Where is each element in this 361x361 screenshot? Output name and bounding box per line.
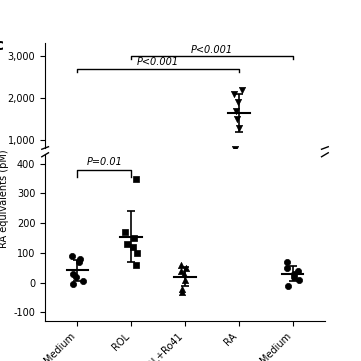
Point	[179, 180, 185, 186]
Text: RA equivalents (pM): RA equivalents (pM)	[0, 149, 9, 248]
Point	[70, 180, 76, 186]
Point	[291, 271, 297, 277]
Point	[73, 179, 79, 184]
Point	[181, 178, 187, 184]
Point	[182, 179, 188, 185]
Text: P<0.001: P<0.001	[137, 57, 179, 68]
Point	[78, 176, 83, 182]
Point	[122, 173, 128, 178]
Point	[179, 181, 185, 187]
Point	[122, 229, 128, 235]
Point	[125, 241, 130, 247]
Point	[69, 176, 75, 182]
Point	[184, 178, 190, 183]
Point	[78, 256, 83, 262]
Point	[296, 178, 301, 184]
Point	[296, 179, 301, 185]
Point	[286, 180, 291, 186]
Point	[231, 91, 237, 97]
Point	[179, 289, 185, 295]
Point	[291, 179, 297, 184]
Point	[181, 271, 187, 277]
Point	[76, 259, 82, 265]
Point	[125, 174, 130, 180]
Text: P=0.01: P=0.01	[86, 157, 122, 167]
Point	[179, 286, 185, 291]
Point	[70, 281, 76, 287]
Point	[236, 125, 242, 131]
Point	[134, 175, 140, 181]
Point	[284, 178, 290, 183]
Point	[76, 177, 82, 183]
Point	[132, 177, 138, 183]
Point	[232, 42, 238, 48]
Point	[182, 277, 188, 283]
Point	[70, 271, 76, 277]
Point	[233, 108, 239, 114]
Point	[133, 165, 139, 171]
Point	[131, 235, 137, 241]
Point	[178, 268, 184, 274]
Point	[69, 253, 75, 259]
Text: c: c	[0, 38, 4, 53]
Point	[73, 274, 79, 279]
Point	[284, 177, 290, 183]
Point	[70, 178, 76, 184]
Point	[232, 146, 238, 152]
Point	[284, 259, 290, 265]
Point	[296, 268, 301, 274]
Point	[81, 179, 86, 185]
Point	[81, 278, 86, 284]
Point	[178, 262, 184, 268]
Point	[178, 178, 184, 184]
Point	[178, 177, 184, 183]
Point	[132, 262, 138, 268]
Point	[134, 250, 140, 256]
Point	[184, 265, 190, 271]
Point	[130, 244, 135, 250]
Point	[131, 173, 137, 179]
Point	[234, 116, 240, 122]
Point	[296, 277, 301, 283]
Point	[130, 175, 135, 180]
Point	[284, 265, 290, 271]
Point	[291, 274, 297, 279]
Text: P<0.001: P<0.001	[191, 45, 233, 55]
Point	[240, 87, 245, 93]
Point	[133, 176, 139, 182]
Point	[235, 100, 241, 105]
Point	[286, 283, 291, 288]
Point	[291, 178, 297, 184]
